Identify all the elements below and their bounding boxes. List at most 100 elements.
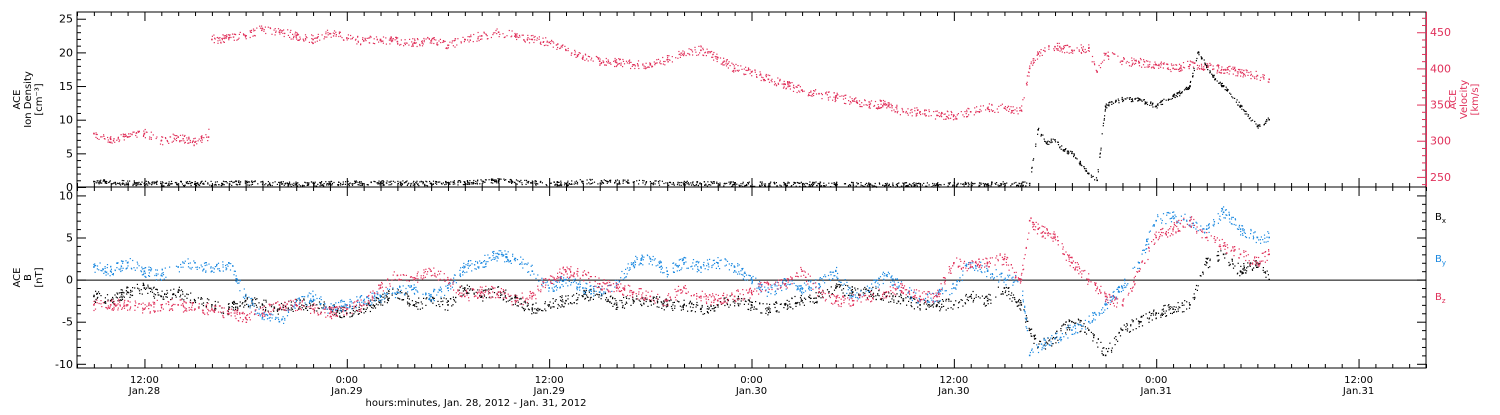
velocity-series-sample [324, 38, 325, 39]
velocity-series-sample [276, 31, 277, 32]
density-series-sample [564, 184, 565, 185]
bx-series-sample [872, 287, 873, 288]
velocity-series-sample [315, 37, 316, 38]
bx-series-sample [751, 305, 752, 306]
density-series-sample [172, 183, 173, 184]
bx-series-sample [96, 294, 97, 295]
density-series-sample [576, 181, 577, 182]
bx-series-sample [400, 291, 401, 292]
velocity-series-sample [1133, 58, 1134, 59]
velocity-series-sample [305, 34, 306, 35]
bx-series-sample [851, 293, 852, 294]
velocity-series-sample [861, 102, 862, 103]
velocity-series-sample [1204, 69, 1205, 70]
bx-series-sample [401, 292, 402, 293]
bx-series-sample [378, 304, 379, 305]
density-series-sample [1122, 97, 1123, 98]
velocity-series-sample [783, 88, 784, 89]
velocity-series-sample [440, 42, 441, 43]
velocity-series-sample [1134, 64, 1135, 65]
velocity-series-sample [514, 36, 515, 37]
velocity-series-sample [186, 137, 187, 138]
velocity-series-sample [343, 39, 344, 40]
density-series-sample [110, 180, 111, 181]
bx-series-sample [256, 307, 257, 308]
bx-series-sample [684, 304, 685, 305]
velocity-series-sample [1138, 61, 1139, 62]
bx-series-sample [900, 303, 901, 304]
velocity-series-sample [217, 43, 218, 44]
velocity-series-sample [980, 106, 981, 107]
bx-series-sample [550, 307, 551, 308]
velocity-series-sample [535, 36, 536, 37]
bx-series-sample [829, 295, 830, 296]
density-series-sample [685, 184, 686, 185]
density-series-sample [168, 185, 169, 186]
velocity-series-sample [427, 37, 428, 38]
bx-series-sample [121, 294, 122, 295]
bx-series-sample [858, 294, 859, 295]
density-series-sample [1051, 139, 1052, 140]
velocity-series-sample [863, 104, 864, 105]
density-series-sample [1010, 185, 1011, 186]
density-series-sample [398, 183, 399, 184]
bx-series-sample [1142, 325, 1143, 326]
density-series-sample [769, 186, 770, 187]
density-series-sample [146, 183, 147, 184]
bx-series-sample [160, 295, 161, 296]
density-series-sample [191, 182, 192, 183]
velocity-series-point [683, 53, 685, 55]
density-series-sample [1221, 83, 1222, 84]
velocity-series-sample [1020, 107, 1021, 108]
velocity-series-sample [591, 58, 592, 59]
velocity-series-sample [1010, 106, 1011, 107]
density-series-sample [906, 182, 907, 183]
density-series-sample [119, 182, 120, 183]
density-series-sample [577, 182, 578, 183]
bx-series-sample [392, 289, 393, 290]
velocity-series-sample [701, 46, 702, 47]
bx-series-sample [940, 308, 941, 309]
density-series-sample [574, 184, 575, 185]
bx-series-sample [739, 303, 740, 304]
velocity-series-sample [771, 81, 772, 82]
velocity-series-sample [841, 95, 842, 96]
velocity-series-sample [175, 135, 176, 136]
velocity-series-sample [808, 95, 809, 96]
velocity-series-sample [412, 43, 413, 44]
bx-series-sample [153, 288, 154, 289]
velocity-series-sample [362, 37, 363, 38]
velocity-series-sample [1241, 73, 1242, 74]
density-series-sample [592, 179, 593, 180]
velocity-series-sample [506, 35, 507, 36]
density-series-sample [175, 182, 176, 183]
density-series-sample [453, 182, 454, 183]
velocity-series-sample [924, 113, 925, 114]
bx-series-sample [447, 302, 448, 303]
velocity-series-sample [868, 101, 869, 102]
density-series-sample [160, 181, 161, 182]
bx-series-sample [337, 310, 338, 311]
density-series-sample [794, 182, 795, 183]
velocity-series-sample [431, 43, 432, 44]
density-series-sample [1252, 120, 1253, 121]
velocity-series-sample [733, 71, 734, 72]
density-series-sample [745, 185, 746, 186]
bx-series-sample [528, 303, 529, 304]
velocity-series-sample [735, 64, 736, 65]
velocity-series-sample [902, 109, 903, 110]
bx-series-sample [352, 314, 353, 315]
bx-series-sample [126, 293, 127, 294]
bx-series-sample [141, 289, 142, 290]
velocity-series-sample [1161, 64, 1162, 65]
density-series-sample [939, 186, 940, 187]
bx-series-sample [152, 292, 153, 293]
velocity-series-sample [322, 34, 323, 35]
velocity-series-point [1172, 68, 1174, 70]
density-series-sample [733, 184, 734, 185]
bx-series-point [363, 308, 365, 310]
density-series-sample [862, 185, 863, 186]
density-series-sample [295, 183, 296, 184]
density-series-sample [804, 184, 805, 185]
bx-series-sample [709, 307, 710, 308]
